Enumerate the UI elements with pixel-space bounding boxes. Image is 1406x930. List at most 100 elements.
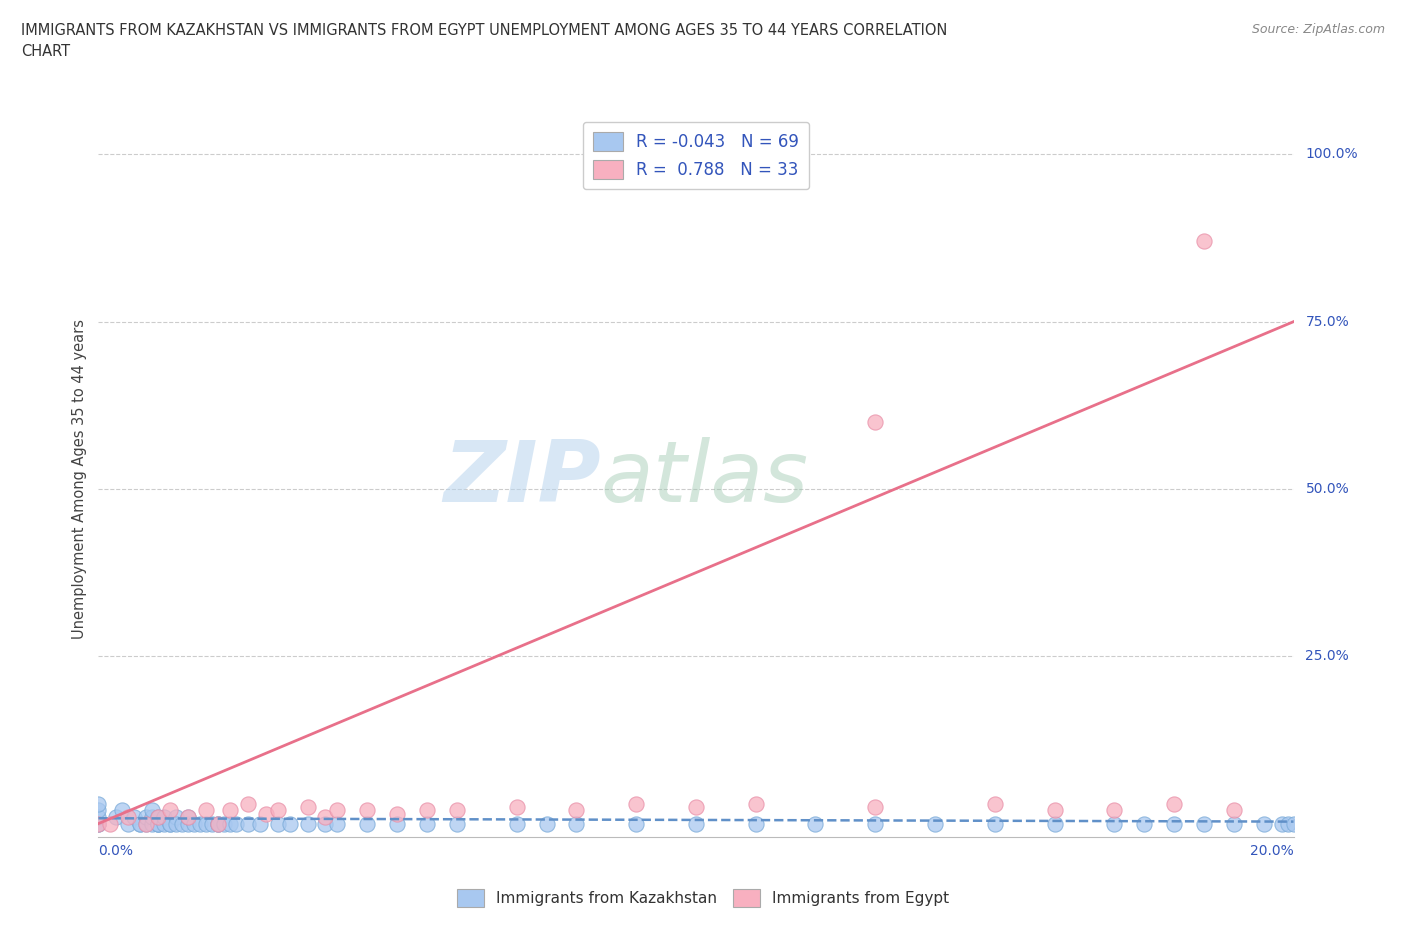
Point xyxy=(1192,817,1215,831)
Point xyxy=(1253,817,1275,831)
Point xyxy=(129,817,152,831)
Point xyxy=(984,817,1007,831)
Point xyxy=(626,796,648,811)
Point xyxy=(87,817,110,831)
Text: ZIP: ZIP xyxy=(443,437,600,521)
Point xyxy=(135,817,157,831)
Point xyxy=(195,817,218,831)
Y-axis label: Unemployment Among Ages 35 to 44 years: Unemployment Among Ages 35 to 44 years xyxy=(72,319,87,639)
Point xyxy=(565,803,588,817)
Point xyxy=(416,803,439,817)
Point xyxy=(148,817,170,831)
Point xyxy=(177,817,200,831)
Point xyxy=(626,817,648,831)
Point xyxy=(865,415,887,430)
Text: atlas: atlas xyxy=(600,437,808,521)
Point xyxy=(267,817,290,831)
Text: CHART: CHART xyxy=(21,44,70,59)
Text: 0.0%: 0.0% xyxy=(98,844,134,857)
Point xyxy=(183,817,205,831)
Text: 25.0%: 25.0% xyxy=(1306,649,1350,663)
Point xyxy=(148,809,170,824)
Point xyxy=(356,803,378,817)
Point xyxy=(207,817,229,831)
Point xyxy=(117,809,139,824)
Point xyxy=(249,817,271,831)
Point xyxy=(326,803,349,817)
Point xyxy=(1043,817,1066,831)
Point xyxy=(165,809,187,824)
Point xyxy=(177,809,200,824)
Point xyxy=(1133,817,1156,831)
Point xyxy=(865,817,887,831)
Point xyxy=(254,806,277,821)
Point xyxy=(117,817,139,831)
Point xyxy=(165,817,187,831)
Point xyxy=(278,817,301,831)
Point xyxy=(141,817,163,831)
Point xyxy=(207,817,229,831)
Point xyxy=(212,817,235,831)
Point xyxy=(1104,817,1126,831)
Point xyxy=(1104,803,1126,817)
Point xyxy=(201,817,224,831)
Point xyxy=(87,803,110,817)
Point xyxy=(207,817,229,831)
Point xyxy=(159,817,181,831)
Text: Source: ZipAtlas.com: Source: ZipAtlas.com xyxy=(1251,23,1385,36)
Legend: R = -0.043   N = 69, R =  0.788   N = 33: R = -0.043 N = 69, R = 0.788 N = 33 xyxy=(583,122,808,189)
Point xyxy=(135,809,157,824)
Point xyxy=(98,817,122,831)
Point xyxy=(297,817,319,831)
Point xyxy=(385,817,409,831)
Point xyxy=(297,800,319,815)
Point xyxy=(446,803,468,817)
Point xyxy=(148,809,170,824)
Point xyxy=(267,803,290,817)
Point xyxy=(506,817,529,831)
Point xyxy=(111,803,134,817)
Point xyxy=(315,817,337,831)
Point xyxy=(565,817,588,831)
Point xyxy=(1163,817,1185,831)
Point xyxy=(159,817,181,831)
Point xyxy=(536,817,558,831)
Point xyxy=(685,800,707,815)
Point xyxy=(219,803,242,817)
Point xyxy=(148,817,170,831)
Point xyxy=(924,817,946,831)
Text: IMMIGRANTS FROM KAZAKHSTAN VS IMMIGRANTS FROM EGYPT UNEMPLOYMENT AMONG AGES 35 T: IMMIGRANTS FROM KAZAKHSTAN VS IMMIGRANTS… xyxy=(21,23,948,38)
Point xyxy=(87,809,110,824)
Point xyxy=(446,817,468,831)
Point xyxy=(1043,803,1066,817)
Point xyxy=(87,817,110,831)
Text: 75.0%: 75.0% xyxy=(1306,314,1350,328)
Point xyxy=(172,817,194,831)
Point xyxy=(105,809,128,824)
Point xyxy=(315,809,337,824)
Point xyxy=(153,809,176,824)
Point xyxy=(225,817,247,831)
Point xyxy=(1223,817,1246,831)
Point xyxy=(804,817,827,831)
Point xyxy=(1271,817,1294,831)
Point xyxy=(219,817,242,831)
Text: 100.0%: 100.0% xyxy=(1306,147,1358,162)
Point xyxy=(153,817,176,831)
Point xyxy=(188,817,211,831)
Point xyxy=(195,803,218,817)
Point xyxy=(141,809,163,824)
Point xyxy=(326,817,349,831)
Text: 20.0%: 20.0% xyxy=(1250,844,1294,857)
Point xyxy=(416,817,439,831)
Point xyxy=(984,796,1007,811)
Point xyxy=(745,796,768,811)
Point xyxy=(141,803,163,817)
Point xyxy=(177,809,200,824)
Text: 50.0%: 50.0% xyxy=(1306,482,1350,496)
Legend: Immigrants from Kazakhstan, Immigrants from Egypt: Immigrants from Kazakhstan, Immigrants f… xyxy=(450,884,956,913)
Point xyxy=(745,817,768,831)
Point xyxy=(506,800,529,815)
Point xyxy=(159,803,181,817)
Point xyxy=(135,817,157,831)
